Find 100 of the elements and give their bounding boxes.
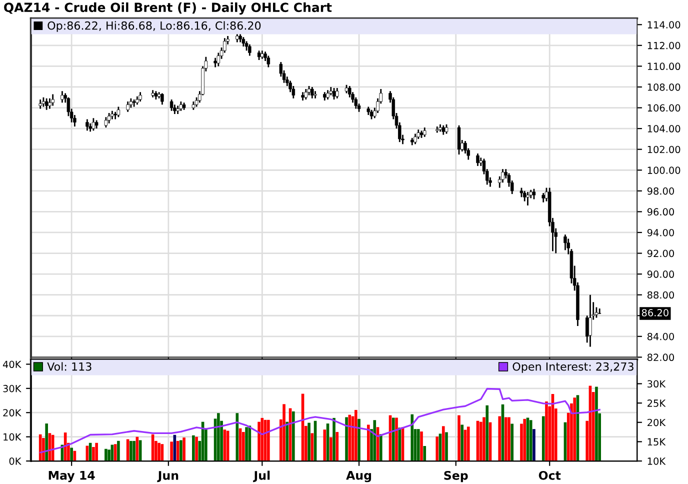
bar: [498, 416, 502, 462]
bar: [180, 440, 182, 462]
bar: [392, 418, 395, 462]
bar: [366, 424, 370, 462]
bar: [529, 420, 532, 462]
bar: [242, 432, 245, 462]
bar: [195, 436, 198, 462]
candlestick: [326, 89, 330, 100]
bar: [95, 442, 98, 462]
candlestick: [504, 168, 508, 180]
bar: [282, 404, 286, 462]
chart-title: QAZ14 - Crude Oil Brent (F) - Daily OHLC Chart: [4, 2, 332, 15]
x-tick-label: Jul: [253, 470, 270, 482]
x-tick-label: Aug: [346, 471, 372, 482]
bar: [542, 416, 545, 462]
y-tick-label: 100.00: [648, 166, 680, 174]
legend-label: Open Interest: 23,273: [512, 362, 634, 373]
bar: [192, 435, 195, 462]
bar: [92, 446, 95, 462]
bar: [332, 418, 336, 462]
bar: [336, 432, 339, 462]
candlestick: [154, 90, 158, 100]
candlestick: [464, 140, 467, 154]
bar: [416, 429, 420, 462]
bar: [410, 414, 414, 462]
candlestick: [329, 86, 333, 96]
bar: [379, 434, 382, 462]
y-tick-label: 98.00: [647, 187, 674, 195]
y-tick-label: 94.00: [647, 228, 674, 236]
bar: [245, 427, 248, 462]
bar: [460, 424, 464, 462]
line-series: [40, 388, 600, 454]
bar: [358, 418, 360, 462]
bar: [104, 448, 108, 462]
candlestick: [416, 128, 420, 140]
bar: [182, 438, 186, 462]
candlestick: [260, 50, 264, 60]
candlestick: [179, 100, 183, 112]
bar: [217, 413, 220, 462]
bar: [573, 398, 576, 462]
bar: [373, 420, 376, 462]
bar: [504, 417, 508, 462]
text: 86.20: [642, 309, 668, 316]
x-tick-label: May 14: [48, 471, 95, 482]
candlestick: [323, 91, 326, 102]
bar: [532, 429, 536, 462]
bar: [458, 415, 460, 462]
bar: [292, 411, 295, 462]
candlestick: [314, 90, 317, 100]
y-tick-label: 112.00: [648, 42, 680, 50]
y-tick-label: 0K: [9, 457, 22, 465]
y-tick-label: 92.00: [647, 250, 674, 258]
bar: [442, 426, 445, 462]
candlestick: [86, 118, 89, 132]
bar: [523, 418, 526, 462]
x-tick-label: Jun: [157, 471, 178, 482]
bar: [258, 422, 260, 462]
y-tick-label: 88.00: [647, 291, 674, 299]
y-tick-label: 102.00: [648, 146, 680, 154]
bar: [423, 446, 426, 462]
bar: [158, 442, 160, 462]
bar: [545, 401, 548, 462]
bar: [486, 405, 489, 462]
y-tick-label: 20K: [3, 409, 22, 416]
y-tick-label: 30K: [3, 384, 22, 392]
bar: [510, 424, 514, 462]
candlestick: [304, 88, 308, 100]
bar: [329, 437, 332, 462]
bar: [345, 417, 348, 462]
bar: [267, 420, 270, 462]
x-tick-label: Oct: [538, 470, 561, 480]
candlestick: [73, 114, 76, 128]
candlestick: [192, 100, 196, 111]
candlestick: [107, 112, 111, 124]
bar: [170, 442, 173, 462]
y-tick-label: 90.00: [647, 270, 674, 278]
candlestick: [151, 89, 154, 98]
candlestick: [38, 98, 42, 110]
candlestick: [588, 294, 592, 348]
candlestick: [48, 98, 52, 110]
y-tick-label: 84.00: [647, 332, 674, 340]
bar: [132, 440, 136, 462]
bar: [445, 432, 448, 462]
y-tick-label: 10K: [4, 433, 22, 441]
y-tick-label: 40K: [2, 360, 22, 368]
candlestick: [286, 76, 289, 87]
candlestick: [176, 104, 180, 115]
bar: [308, 422, 310, 462]
bar: [70, 448, 73, 462]
candlestick: [301, 91, 304, 102]
bar: [354, 410, 358, 462]
bar: [420, 431, 423, 462]
candlestick: [564, 234, 567, 251]
y-tick-label: 104.00: [648, 125, 680, 132]
y-tick-label: 96.00: [647, 208, 674, 216]
bar: [42, 438, 45, 462]
y-tick-label: 106.00: [648, 104, 680, 112]
y2-tick-label: 15K: [648, 438, 666, 446]
bar: [436, 436, 439, 462]
bar: [323, 430, 326, 462]
